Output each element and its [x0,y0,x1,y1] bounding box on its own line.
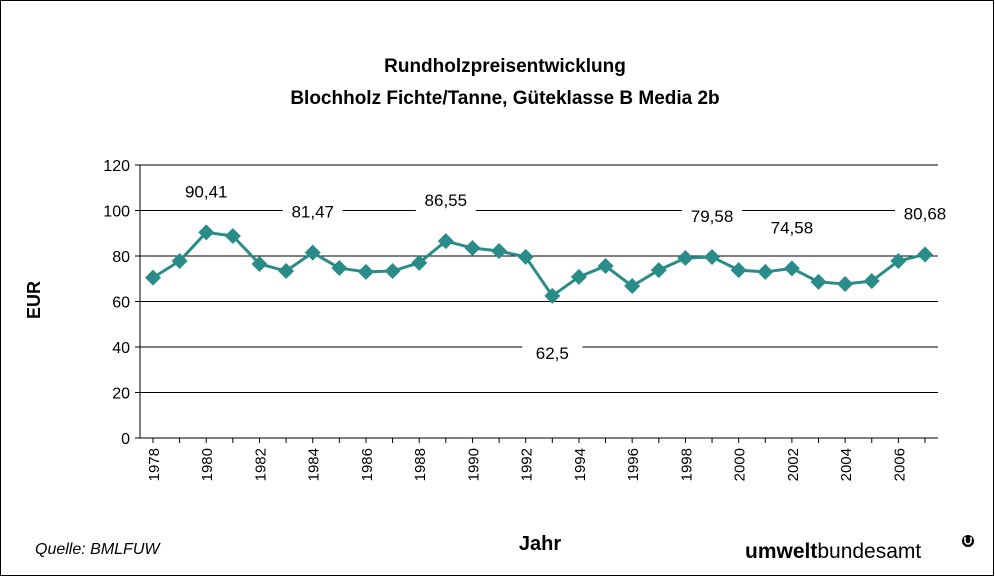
point-marker [570,268,587,285]
logo-bold: umwelt [745,540,817,563]
x-axis-label: Jahr [519,533,561,555]
point-marker [917,246,933,263]
y-tick-label: 60 [112,295,130,312]
label-bg [522,341,583,364]
point-marker [411,254,428,271]
point-marker [517,248,534,265]
point-marker [624,278,641,295]
point-marker [704,248,721,265]
point-marker [331,260,348,277]
point-marker [890,253,907,270]
data-label: 80,68 [904,204,947,223]
point-marker [278,263,295,280]
y-tick-label: 100 [103,204,130,221]
y-tick-label: 80 [112,249,130,266]
x-tick-label: 2006 [891,448,908,481]
data-label: 81,47 [291,203,334,222]
point-marker [783,260,800,277]
x-tick-label: 2002 [785,448,802,481]
x-tick-label: 2000 [732,448,749,481]
x-tick-label: 1986 [359,448,376,481]
logo-normal: bundesamt [817,540,921,563]
label-bg [176,180,237,203]
point-marker [491,242,508,259]
data-label: 86,55 [425,191,468,210]
x-tick-label: 1982 [252,448,269,481]
x-tick-label: 1980 [199,448,216,481]
label-bg [761,216,822,239]
x-tick-label: 1978 [146,448,163,481]
point-marker [863,273,880,290]
data-label: 74,58 [771,218,814,237]
y-axis-label: EUR [24,281,44,319]
point-marker [304,244,321,261]
x-tick-label: 2004 [838,448,855,481]
point-marker [730,262,747,279]
point-marker [357,263,374,280]
x-tick-label: 1988 [412,448,429,481]
y-tick-label: 120 [103,158,130,175]
point-marker [544,287,561,304]
point-marker [837,275,854,292]
label-bg [895,202,955,225]
point-marker [650,262,667,279]
source: Quelle: BMLFUW [35,541,161,558]
y-tick-label: 40 [112,340,130,357]
point-marker [251,255,268,272]
x-tick-label: 1998 [678,448,695,481]
x-tick-label: 1996 [625,448,642,481]
data-label: 90,41 [185,182,228,201]
point-marker [384,263,401,280]
logo: umweltbundesamt [745,540,921,563]
point-marker [198,224,215,241]
data-label: 79,58 [691,207,734,226]
point-marker [757,263,774,280]
point-marker [597,258,614,275]
x-tick-label: 1990 [465,448,482,481]
data-label: 62,5 [536,344,569,363]
x-tick-label: 1994 [572,448,589,481]
x-tick-label: 1984 [306,448,323,481]
y-tick-label: 20 [112,386,130,403]
chart-subtitle: Blochholz Fichte/Tanne, Güteklasse B Med… [290,88,719,109]
label-bg [282,200,343,223]
point-marker [145,269,161,286]
point-marker [224,227,241,244]
point-marker [171,253,188,270]
label-bg [415,189,476,212]
label-bg [682,204,743,227]
point-marker [437,233,454,250]
point-marker [810,273,827,290]
y-tick-label: 0 [121,431,130,448]
point-marker [464,240,481,257]
chart-title: Rundholzpreisentwicklung [384,56,626,77]
point-marker [677,250,694,267]
x-tick-label: 1992 [519,448,536,481]
logo-symbol [962,535,974,547]
